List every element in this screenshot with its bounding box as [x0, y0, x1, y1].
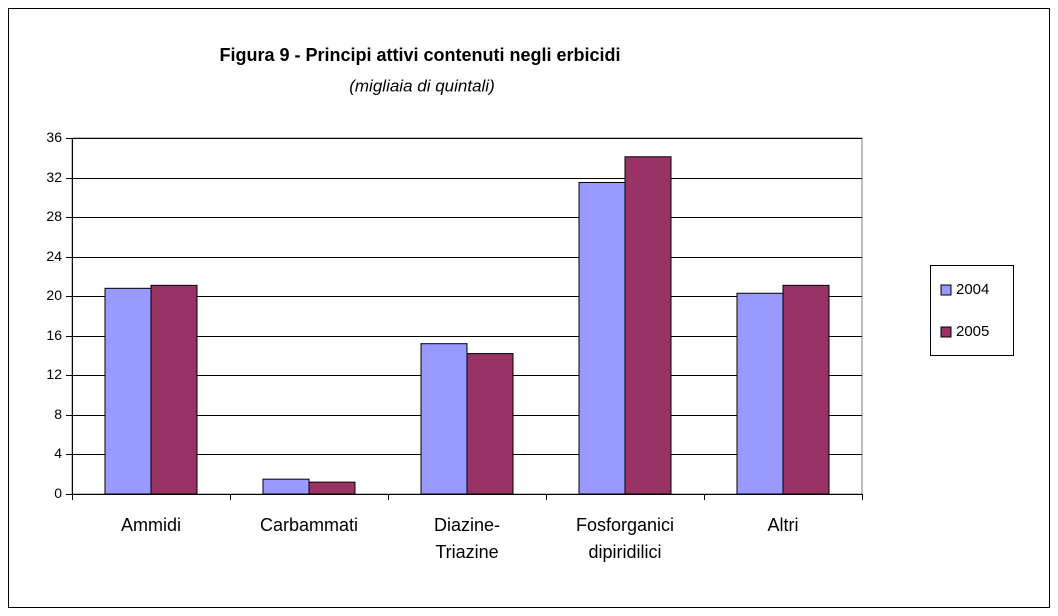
y-tick-label: 12: [46, 366, 62, 382]
legend-label: 2004: [956, 281, 989, 298]
y-tick-label: 16: [46, 327, 62, 343]
bar: [466, 353, 514, 495]
bar: [262, 478, 310, 495]
bar: [736, 292, 784, 495]
y-tick-label: 0: [54, 485, 62, 501]
x-tick-label: Altri: [767, 515, 799, 535]
chart-title: Figura 9 - Principi attivi contenuti neg…: [219, 45, 620, 65]
x-tick-label: Fosforganici dipiridilici: [575, 515, 675, 562]
legend-label: 2005: [956, 323, 989, 340]
legend-box: [930, 265, 1014, 356]
y-tick-label: 24: [46, 248, 62, 264]
x-tick-label: Ammidi: [120, 515, 181, 535]
bar: [578, 182, 626, 495]
y-tick-label: 8: [54, 406, 62, 422]
y-tick-label: 28: [46, 208, 62, 224]
x-tick-label: Carbammati: [259, 515, 359, 535]
x-tick-label: Diazine- Triazine: [433, 515, 501, 562]
bar: [150, 284, 198, 495]
legend-swatch: [940, 326, 952, 338]
bar: [420, 343, 468, 495]
bar: [308, 481, 356, 495]
y-tick-label: 36: [46, 129, 62, 145]
y-tick-label: 32: [46, 169, 62, 185]
y-tick-label: 4: [54, 445, 62, 461]
bar: [104, 287, 152, 495]
bar: [624, 156, 672, 495]
y-tick-label: 20: [46, 287, 62, 303]
legend-swatch: [940, 284, 952, 296]
chart-subtitle: (migliaia di quintali): [349, 76, 495, 95]
bar: [782, 284, 830, 495]
